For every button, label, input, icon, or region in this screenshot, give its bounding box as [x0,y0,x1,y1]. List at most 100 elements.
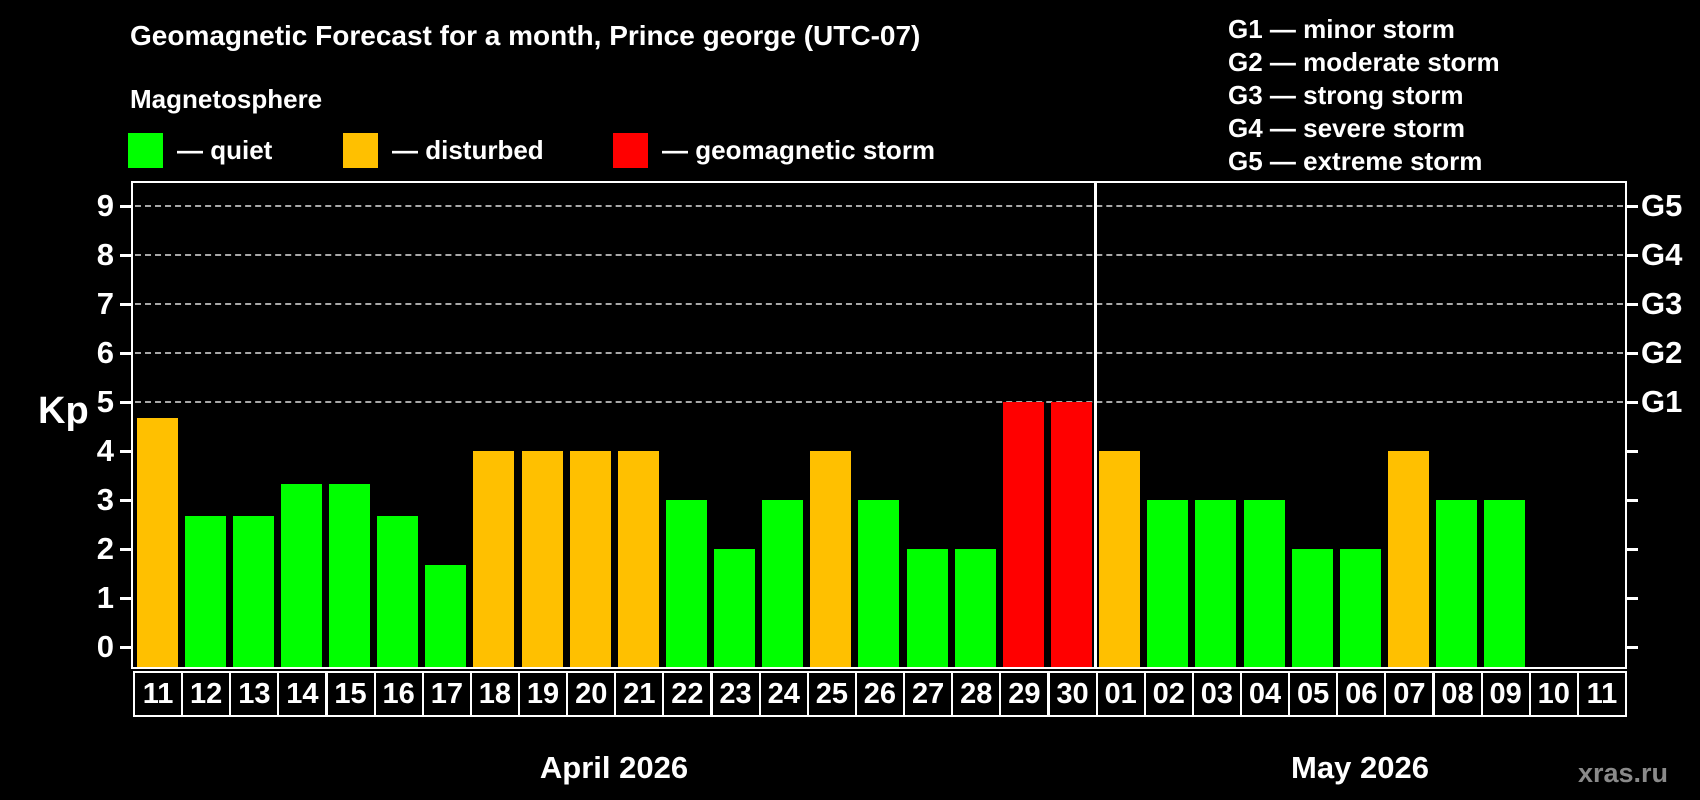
legend-item-quiet: — quiet [128,133,272,168]
y-tick-left [120,303,133,306]
y-tick-right [1625,646,1638,649]
kp-bar-day-18 [473,451,515,667]
kp-bar-day-06 [1339,549,1381,667]
legend-label-storm: — geomagnetic storm [662,135,936,165]
legend-item-disturbed: — disturbed [343,133,544,168]
g-axis-label-G1: G1 [1641,384,1683,419]
y-tick-label-6: 6 [96,335,114,370]
plot-area-border [131,181,1627,669]
date-cell-08: 08 [1432,671,1483,717]
y-axis-title: Kp [38,390,89,432]
date-cell-11: 11 [133,671,184,717]
quiet-color-swatch [128,133,163,168]
y-tick-right [1625,548,1638,551]
date-cell-24: 24 [758,671,809,717]
y-tick-right [1625,303,1638,306]
date-cell-27: 27 [903,671,954,717]
gridline-kp9 [135,205,1623,207]
kp-bar-day-07 [1387,451,1429,667]
date-cell-16: 16 [373,671,424,717]
y-tick-left [120,450,133,453]
gridline-kp6 [135,352,1623,354]
y-tick-right [1625,254,1638,257]
kp-bar-day-08 [1436,500,1478,667]
kp-bar-day-09 [1484,500,1526,667]
date-cell-26: 26 [854,671,905,717]
y-tick-right [1625,401,1638,404]
y-tick-left [120,205,133,208]
g-axis-label-G4: G4 [1641,237,1683,272]
legend-label-disturbed: — disturbed [392,135,544,165]
kp-bar-day-12 [184,516,226,667]
date-cell-05: 05 [1288,671,1339,717]
date-cell-29: 29 [999,671,1050,717]
kp-bar-day-01 [1099,451,1141,667]
month-separator [1094,183,1098,667]
page-title: Geomagnetic Forecast for a month, Prince… [130,20,921,51]
g3-legend-line: G3 — strong storm [1228,80,1464,110]
month-label-1: May 2026 [1291,750,1429,785]
kp-bar-day-21 [617,451,659,667]
kp-bar-day-17 [425,565,467,667]
date-cell-07: 07 [1384,671,1435,717]
y-tick-left [120,254,133,257]
storm-color-swatch [613,133,648,168]
date-cell-19: 19 [518,671,569,717]
kp-bar-day-16 [377,516,419,667]
kp-bar-day-20 [569,451,611,667]
kp-bar-day-05 [1291,549,1333,667]
g-axis-label-G3: G3 [1641,286,1683,321]
g1-legend-line: G1 — minor storm [1228,14,1455,44]
g-scale-legend: G1 — minor storm G2 — moderate storm G3 … [1228,13,1500,178]
kp-bar-day-15 [329,483,371,667]
date-cell-20: 20 [566,671,617,717]
y-tick-label-7: 7 [96,286,114,321]
g4-legend-line: G4 — severe storm [1228,113,1466,143]
date-cell-04: 04 [1240,671,1291,717]
kp-bar-day-26 [858,500,900,667]
y-tick-right [1625,450,1638,453]
kp-bar-day-13 [232,516,274,667]
kp-bar-day-14 [280,483,322,667]
legend-label-quiet: — quiet [177,135,273,165]
date-cell-17: 17 [421,671,472,717]
kp-bar-day-22 [665,500,707,667]
disturbed-color-swatch [343,133,378,168]
kp-bar-day-27 [906,549,948,667]
y-tick-label-9: 9 [96,188,114,223]
date-cell-22: 22 [662,671,713,717]
y-tick-label-5: 5 [96,384,114,419]
date-cell-14: 14 [277,671,328,717]
date-cell-01: 01 [1095,671,1146,717]
y-tick-label-0: 0 [96,629,114,664]
date-cell-18: 18 [469,671,520,717]
gridline-kp5 [135,401,1623,403]
kp-bar-day-25 [810,451,852,667]
kp-bar-day-24 [762,500,804,667]
kp-bar-day-19 [521,451,563,667]
kp-bar-day-23 [714,549,756,667]
kp-bar-day-29 [1002,402,1044,667]
date-cell-21: 21 [614,671,665,717]
y-tick-label-4: 4 [96,433,114,468]
date-cell-11: 11 [1576,671,1627,717]
watermark: xras.ru [1577,758,1668,788]
y-tick-left [120,401,133,404]
kp-bar-day-11 [136,418,178,667]
y-tick-left [120,548,133,551]
date-cell-25: 25 [806,671,857,717]
date-cell-10: 10 [1528,671,1579,717]
y-tick-right [1625,352,1638,355]
month-label-0: April 2026 [539,750,689,785]
y-tick-right [1625,597,1638,600]
kp-bar-day-02 [1147,500,1189,667]
kp-bar-day-03 [1195,500,1237,667]
y-tick-left [120,499,133,502]
y-tick-label-1: 1 [96,580,114,615]
gridline-kp8 [135,254,1623,256]
y-tick-left [120,646,133,649]
g5-legend-line: G5 — extreme storm [1228,146,1483,176]
g2-legend-line: G2 — moderate storm [1228,47,1500,77]
date-cell-30: 30 [1047,671,1098,717]
y-tick-right [1625,499,1638,502]
